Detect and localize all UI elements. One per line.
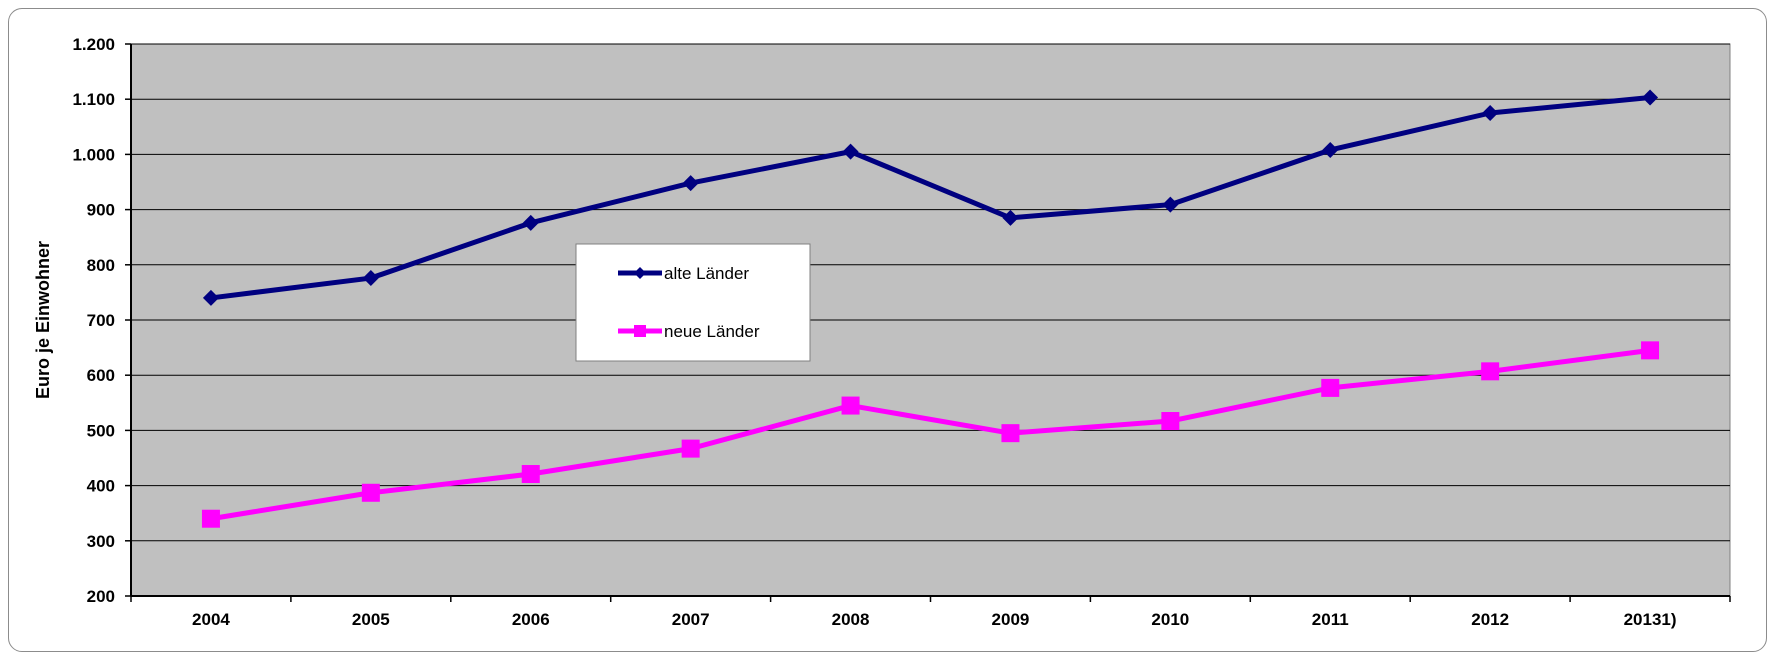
- data-point-neue: [1481, 362, 1500, 381]
- y-tick-label: 900: [87, 201, 115, 220]
- series-group: [201, 89, 1660, 528]
- legend: alte Länder neue Länder: [575, 243, 811, 362]
- y-tick-label: 1.000: [72, 145, 115, 164]
- data-point-neue: [1161, 412, 1180, 431]
- x-tick-label: 2008: [832, 610, 870, 629]
- data-point-neue: [1321, 378, 1340, 397]
- data-point-alte: [522, 214, 539, 231]
- data-point-neue: [361, 483, 380, 502]
- x-tick-label: 2006: [512, 610, 550, 629]
- series-line-neue: [210, 347, 1651, 522]
- x-tick-label: 2005: [352, 610, 390, 629]
- legend-marker-neue: [634, 325, 646, 337]
- y-tick-label: 400: [87, 477, 115, 496]
- data-point-neue: [1001, 424, 1020, 443]
- y-tick-label: 800: [87, 256, 115, 275]
- data-point-neue: [1641, 341, 1660, 360]
- data-point-alte: [1002, 209, 1019, 226]
- y-tick-label: 500: [87, 421, 115, 440]
- x-tick-label: 2007: [672, 610, 710, 629]
- y-tick-label: 1.200: [72, 35, 115, 54]
- y-tick-labels: 200 300 400 500 600 700 800 900 1.000 1.100 1.200: [72, 35, 115, 606]
- y-tick-label: 700: [87, 311, 115, 330]
- x-tick-label: 2009: [992, 610, 1030, 629]
- data-point-alte: [1322, 141, 1339, 158]
- legend-label-neue: neue Länder: [664, 322, 760, 341]
- data-point-neue: [521, 465, 540, 484]
- data-point-alte: [1482, 105, 1499, 121]
- data-point-alte: [842, 143, 859, 160]
- x-tick-label: 2010: [1151, 610, 1189, 629]
- y-axis-label: Euro je Einwohner: [33, 241, 53, 399]
- data-point-alte: [202, 289, 219, 306]
- data-point-alte: [362, 270, 379, 287]
- y-tick-label: 200: [87, 587, 115, 606]
- x-tick-label: 2011: [1312, 610, 1349, 629]
- data-point-neue: [841, 396, 860, 415]
- data-point-neue: [681, 439, 700, 458]
- y-tick-label: 1.100: [72, 90, 115, 109]
- data-point-neue: [201, 509, 220, 528]
- y-tick-label: 600: [87, 366, 115, 385]
- x-tick-label: 20131): [1624, 610, 1677, 629]
- data-point-alte: [1642, 89, 1659, 106]
- legend-label-alte: alte Länder: [664, 264, 749, 283]
- x-tick-label: 2012: [1471, 610, 1509, 629]
- legend-box: [575, 243, 811, 362]
- series-line-alte: [210, 95, 1651, 301]
- data-point-alte: [682, 175, 699, 192]
- x-tick-labels: 2004 2005 2006 2007 2008 2009 2010 2011 2012 2013…: [192, 610, 1676, 629]
- data-point-alte: [1162, 196, 1179, 213]
- legend-marker-alte: [634, 267, 646, 279]
- y-tick-label: 300: [87, 532, 115, 551]
- axes: [125, 43, 1731, 602]
- x-tick-label: 2004: [192, 610, 230, 629]
